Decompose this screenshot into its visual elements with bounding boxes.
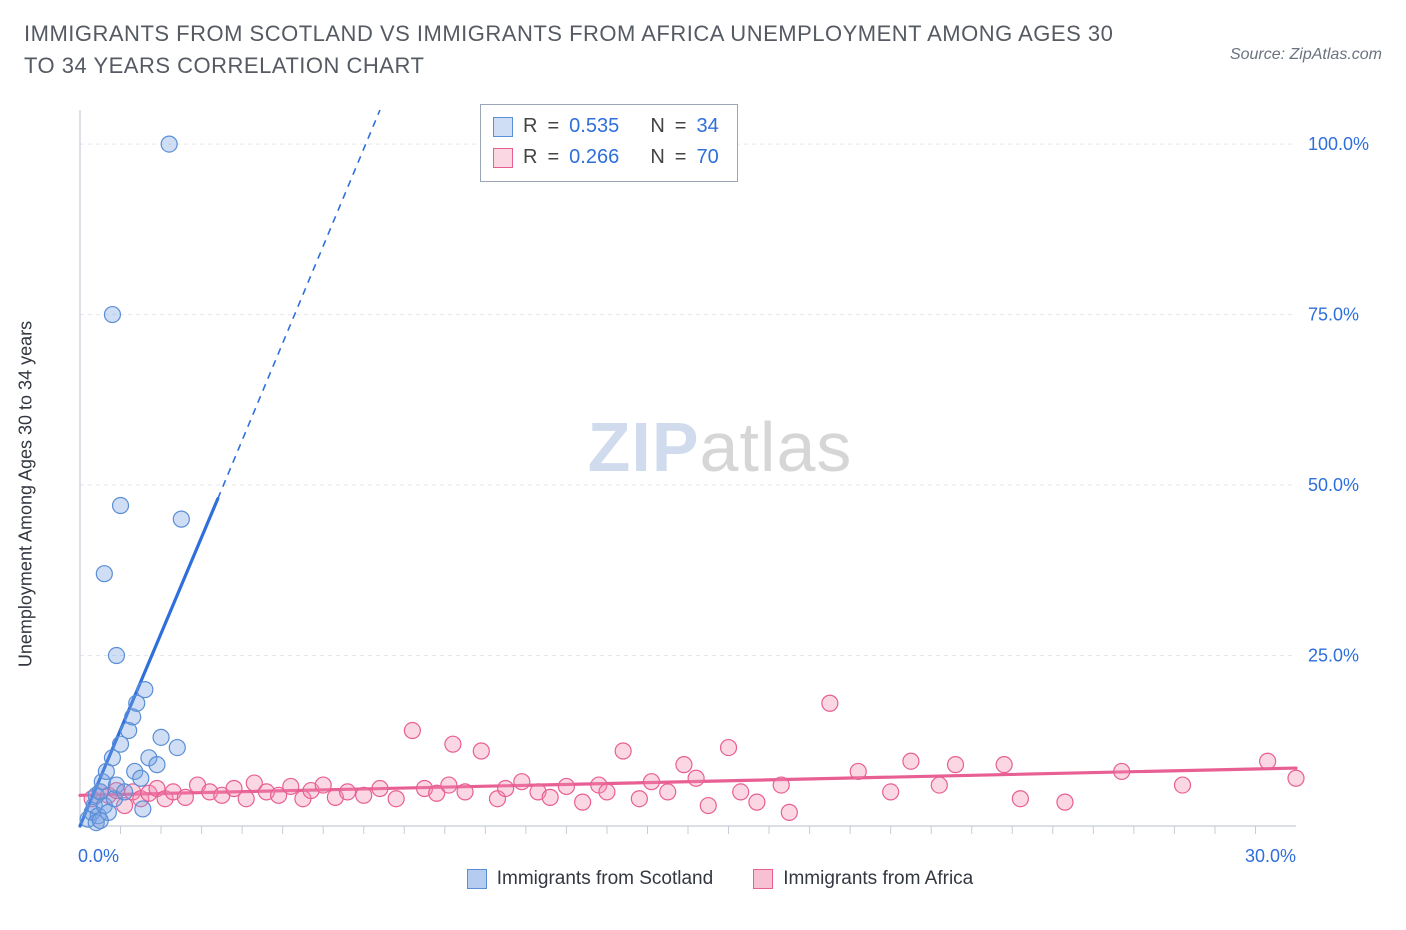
legend-label: Immigrants from Scotland: [497, 868, 713, 890]
svg-text:0.0%: 0.0%: [78, 846, 119, 866]
y-axis-label: Unemployment Among Ages 30 to 34 years: [16, 321, 37, 667]
svg-text:30.0%: 30.0%: [1245, 846, 1296, 866]
svg-text:75.0%: 75.0%: [1308, 305, 1359, 325]
chart-area: Unemployment Among Ages 30 to 34 years Z…: [60, 104, 1380, 884]
stats-row-scotland: R = 0.535 N = 34: [493, 111, 719, 142]
svg-text:25.0%: 25.0%: [1308, 646, 1359, 666]
legend-swatch-africa-icon: [753, 869, 773, 889]
legend-swatch-scotland: [493, 117, 513, 137]
legend-item-scotland: Immigrants from Scotland: [467, 868, 713, 890]
source-attribution: Source: ZipAtlas.com: [1230, 18, 1382, 64]
svg-text:50.0%: 50.0%: [1308, 475, 1359, 495]
legend-swatch-africa: [493, 148, 513, 168]
scatter-plot: 25.0% 50.0% 75.0% 100.0% 0.0% 30.0%: [60, 104, 1380, 884]
correlation-stats-box: R = 0.535 N = 34 R = 0.266 N = 70: [480, 104, 738, 182]
legend-label: Immigrants from Africa: [783, 868, 973, 890]
chart-title: IMMIGRANTS FROM SCOTLAND VS IMMIGRANTS F…: [24, 18, 1144, 82]
svg-text:100.0%: 100.0%: [1308, 134, 1369, 154]
bottom-legend: Immigrants from Scotland Immigrants from…: [60, 868, 1380, 890]
legend-item-africa: Immigrants from Africa: [753, 868, 973, 890]
stats-row-africa: R = 0.266 N = 70: [493, 142, 719, 173]
legend-swatch-scotland-icon: [467, 869, 487, 889]
